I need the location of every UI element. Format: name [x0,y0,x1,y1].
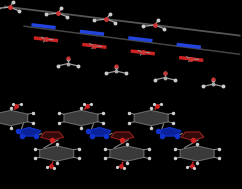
Polygon shape [110,146,144,161]
Polygon shape [41,132,63,140]
Polygon shape [88,128,111,136]
Polygon shape [64,110,98,125]
Polygon shape [158,128,181,136]
Polygon shape [18,128,40,136]
Polygon shape [134,110,168,125]
Polygon shape [181,132,204,140]
Polygon shape [180,146,214,161]
Polygon shape [40,146,74,161]
Polygon shape [111,132,134,140]
Polygon shape [0,110,28,125]
